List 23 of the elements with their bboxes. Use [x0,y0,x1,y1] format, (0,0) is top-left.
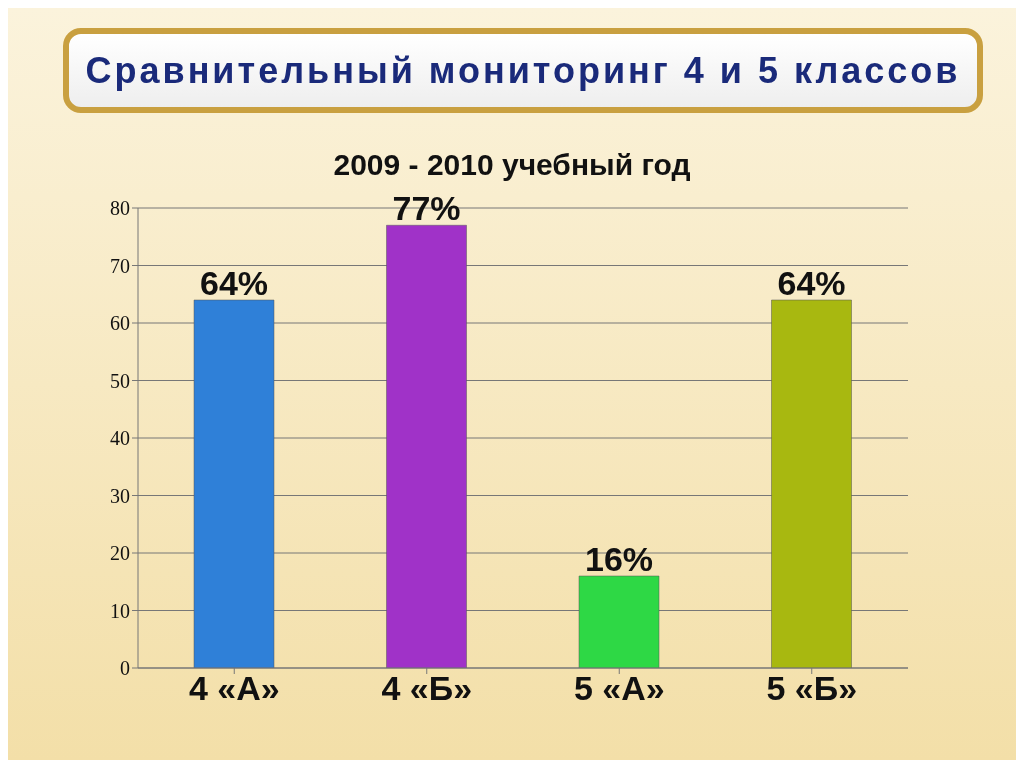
y-tick-label: 10 [110,599,130,622]
data-label: 77% [392,189,461,228]
y-tick-label: 20 [110,542,130,565]
bar [771,299,852,668]
chart-subtitle: 2009 - 2010 учебный год [332,148,692,182]
y-tick-label: 80 [110,197,130,220]
x-tick-label: 5 «Б» [766,669,858,708]
bar [578,575,660,668]
y-tick-label: 70 [110,254,130,277]
data-label: 64% [199,264,269,302]
y-tick-label: 0 [120,657,130,680]
x-tick-label: 4 «А» [188,669,280,708]
x-tick-label: 5 «А» [573,669,665,708]
y-tick-label: 30 [110,484,130,507]
x-tick-label: 4 «Б» [381,669,473,708]
data-label: 64% [777,264,846,302]
y-tick-label: 50 [110,369,130,392]
data-label: 16% [584,540,654,578]
y-tick-label: 60 [110,312,130,335]
y-tick-label: 40 [110,427,130,450]
chart-title: Сравнительный мониторинг 4 и 5 классов [85,49,961,92]
bar [386,225,467,668]
bar [193,299,275,668]
